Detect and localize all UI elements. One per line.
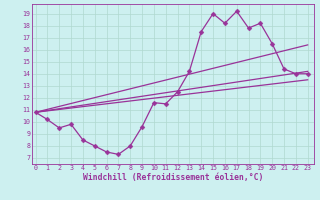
X-axis label: Windchill (Refroidissement éolien,°C): Windchill (Refroidissement éolien,°C) bbox=[83, 173, 263, 182]
